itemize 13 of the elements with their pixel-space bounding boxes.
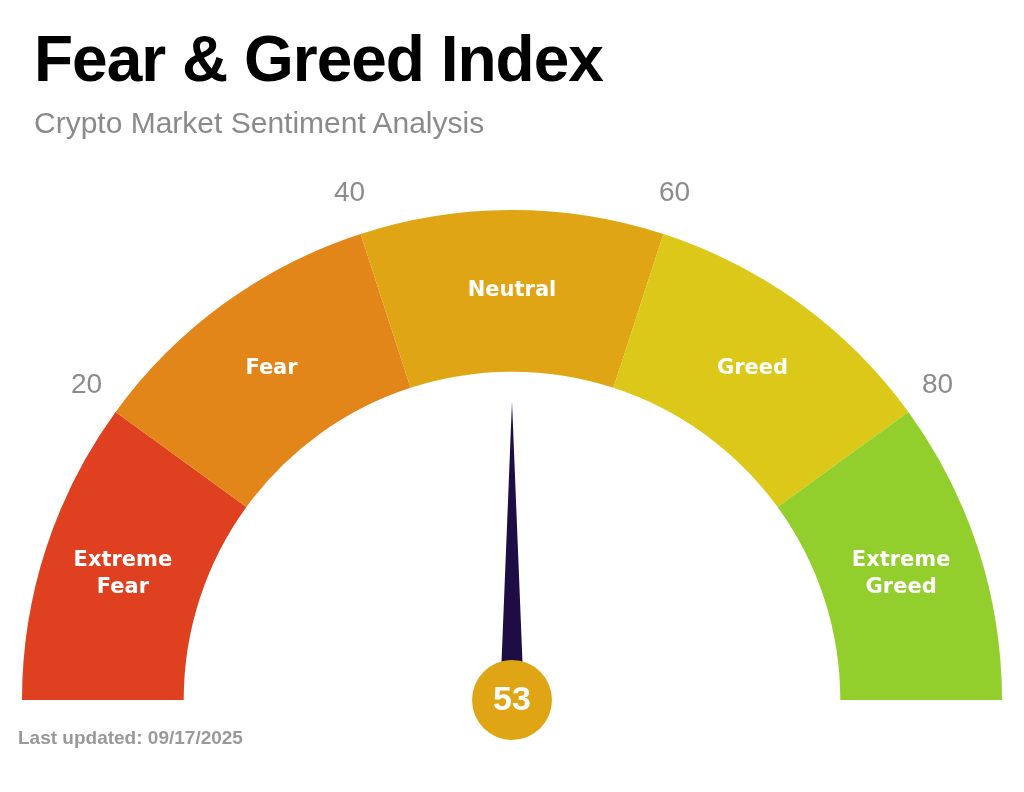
text: 80 (921, 367, 954, 399)
slice-label: Neutral (467, 277, 557, 302)
slice-label: Fear (245, 355, 299, 380)
text: Last updated: 09/17/2025 (18, 727, 243, 749)
text: 60 (658, 176, 691, 208)
text: 20 (70, 367, 103, 399)
text: 53 (493, 679, 531, 718)
chart-subtitle: Crypto Market Sentiment Analysis (34, 106, 485, 140)
slice-label: Extreme Fear (73, 546, 173, 598)
slice-label: Greed (716, 355, 789, 380)
text: 40 (333, 176, 366, 208)
chart-title: Fear & Greed Index (34, 22, 603, 96)
slice-label: Extreme Greed (851, 546, 951, 598)
